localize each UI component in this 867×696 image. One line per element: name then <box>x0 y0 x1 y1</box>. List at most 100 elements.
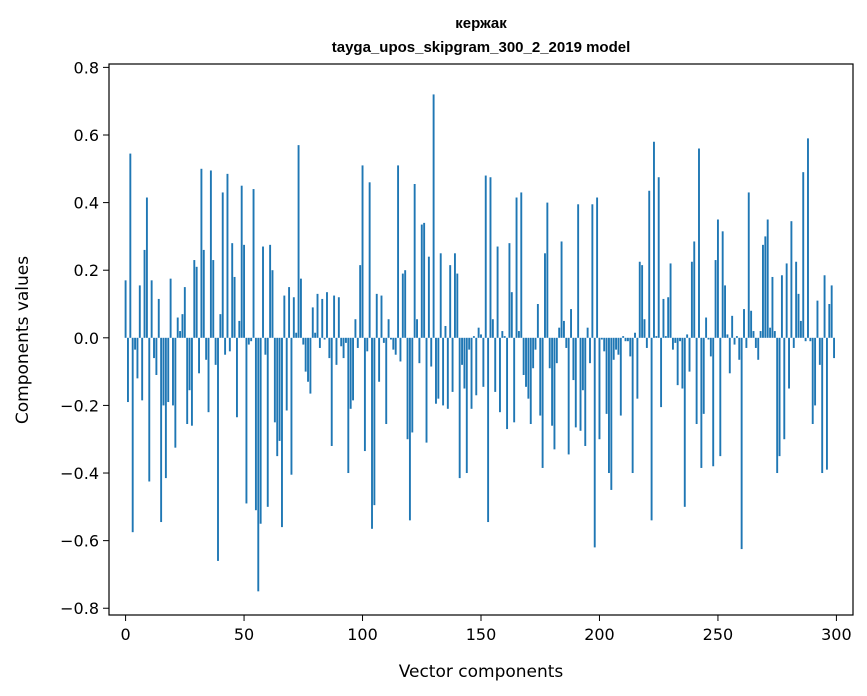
x-axis-ticks: 0 50 100 150 200 250 300 <box>120 615 852 644</box>
bar <box>657 177 660 338</box>
bar <box>586 327 589 338</box>
bar <box>217 337 219 561</box>
bar <box>480 334 482 338</box>
bar <box>290 337 293 475</box>
bar <box>318 337 321 348</box>
bar <box>179 331 182 338</box>
bar <box>446 337 449 409</box>
bar <box>190 337 193 426</box>
bar <box>489 177 492 338</box>
bar <box>311 307 314 338</box>
bar <box>662 298 665 338</box>
bar <box>735 336 738 338</box>
x-axis-label: Vector components <box>399 662 564 682</box>
bar <box>532 337 535 369</box>
bar <box>551 337 554 426</box>
bar <box>472 336 475 338</box>
bar <box>435 337 437 404</box>
bar <box>645 337 648 348</box>
bar <box>650 337 653 521</box>
bar <box>326 292 328 338</box>
bar <box>534 337 537 350</box>
bar <box>795 261 798 338</box>
bar <box>679 337 681 342</box>
bar <box>738 337 741 360</box>
bar <box>266 337 269 507</box>
bar <box>558 327 561 338</box>
bar <box>264 337 267 355</box>
y-tick-label: 0.4 <box>74 194 99 213</box>
bar <box>236 337 238 418</box>
y-tick-label: −0.2 <box>60 396 99 415</box>
y-tick-label: −0.4 <box>60 464 99 483</box>
bar <box>385 337 388 425</box>
bar <box>574 337 577 428</box>
bar <box>705 317 708 338</box>
x-tick-label: 200 <box>584 625 615 644</box>
bar <box>475 337 478 396</box>
bar <box>247 337 250 345</box>
bar <box>453 253 456 338</box>
bar <box>200 168 203 338</box>
bar <box>799 320 802 338</box>
bar <box>600 337 603 340</box>
bar <box>314 332 317 338</box>
bar <box>145 197 148 338</box>
bar <box>541 337 544 468</box>
bar <box>494 337 497 392</box>
bar <box>823 275 826 338</box>
bar <box>148 337 151 482</box>
plot-frame <box>108 63 854 616</box>
bar <box>183 287 186 338</box>
bar <box>304 337 307 372</box>
bar <box>427 256 430 338</box>
bar <box>619 337 622 416</box>
bar <box>442 337 445 406</box>
bars-group <box>124 94 835 592</box>
bar <box>783 337 786 440</box>
bar <box>430 337 433 367</box>
bar <box>228 337 231 352</box>
bar <box>750 310 753 338</box>
bar <box>785 263 788 338</box>
bar <box>503 336 506 338</box>
bar <box>321 298 324 338</box>
bar <box>577 204 580 338</box>
bar <box>411 337 414 433</box>
bar <box>792 337 795 348</box>
bar <box>615 337 618 350</box>
bar <box>638 261 641 338</box>
bar <box>809 337 812 342</box>
bar <box>496 246 499 338</box>
bar <box>245 337 248 504</box>
bar <box>233 276 236 338</box>
bar <box>356 337 359 348</box>
bar <box>802 172 805 338</box>
bar <box>193 260 196 338</box>
bar <box>570 309 572 338</box>
bar <box>608 337 610 474</box>
bar <box>271 270 274 338</box>
bar <box>153 337 155 359</box>
x-tick-label: 150 <box>466 625 497 644</box>
bar <box>134 337 137 350</box>
bar <box>814 337 817 406</box>
chart-subtitle: tayga_upos_skipgram_300_2_2019 model <box>332 39 631 56</box>
bar <box>461 337 463 365</box>
bar <box>136 337 139 379</box>
bar <box>527 337 530 399</box>
bar <box>181 314 184 338</box>
chart-title: кержак <box>455 15 507 32</box>
bar <box>626 337 629 342</box>
bar <box>683 337 686 507</box>
bar <box>219 314 222 338</box>
bar <box>342 337 345 359</box>
bar <box>401 273 404 338</box>
bar <box>195 266 198 338</box>
bar <box>648 190 651 338</box>
bar <box>759 331 762 338</box>
bar <box>129 153 132 338</box>
bar <box>579 337 582 431</box>
bar <box>499 337 501 413</box>
bar <box>188 337 191 391</box>
